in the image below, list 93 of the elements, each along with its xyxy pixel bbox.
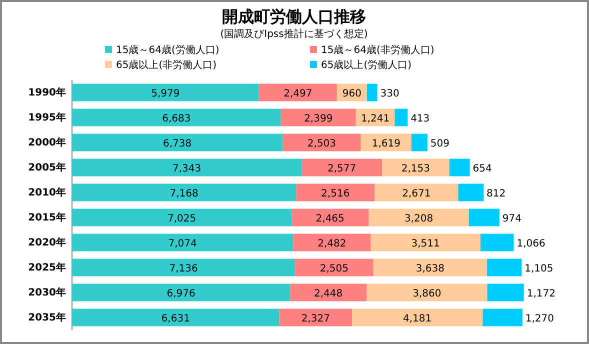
data-label: 2,503 <box>307 138 336 150</box>
bar <box>368 208 469 226</box>
bar <box>293 234 371 252</box>
data-label: 2,465 <box>316 214 344 224</box>
bar <box>302 158 382 176</box>
bar <box>290 284 367 302</box>
bar <box>72 234 294 252</box>
data-label: 509 <box>430 138 450 150</box>
data-label: 1,619 <box>372 138 400 150</box>
legend-label: 65歳以上(労働人口) <box>321 59 412 71</box>
bar <box>72 308 280 326</box>
data-label: 2,399 <box>304 114 333 124</box>
bar <box>482 308 522 326</box>
y-tick-label: 2020年 <box>28 236 66 249</box>
y-tick-label: 2015年 <box>28 212 66 224</box>
bar <box>292 208 369 226</box>
bar <box>366 284 488 302</box>
bar <box>487 258 522 276</box>
chart-subtitle: (国調及びIpss推計に基づく想定) <box>220 28 368 40</box>
data-label: 7,025 <box>167 214 196 224</box>
bar <box>370 234 480 252</box>
bar <box>282 134 361 152</box>
data-label: 1,066 <box>516 238 546 250</box>
y-tick-label: 1990年 <box>28 86 66 99</box>
bar <box>382 158 450 176</box>
bar <box>468 208 500 226</box>
data-label: 974 <box>502 214 522 224</box>
data-label: 2,327 <box>301 314 330 324</box>
data-label: 2,505 <box>320 264 349 274</box>
y-tick-label: 2035年 <box>28 312 66 324</box>
bar <box>296 184 375 202</box>
data-label: 960 <box>342 88 362 100</box>
data-label: 6,738 <box>162 138 192 150</box>
legend-label: 15歳～64歳(非労働人口) <box>321 44 434 56</box>
bar <box>258 84 337 102</box>
chart-title: 開成町労働人口推移 <box>222 7 366 26</box>
bar <box>280 108 356 126</box>
data-label: 2,497 <box>284 88 312 100</box>
data-label: 2,153 <box>401 164 430 174</box>
data-label: 6,683 <box>162 114 191 124</box>
data-label: 7,074 <box>168 238 197 250</box>
bar <box>72 84 259 102</box>
y-tick-label: 2000年 <box>28 136 66 149</box>
data-label: 654 <box>472 164 492 174</box>
data-label: 1,270 <box>525 314 554 324</box>
data-label: 3,860 <box>412 288 442 300</box>
data-label: 6,976 <box>166 288 196 300</box>
bar <box>72 184 296 202</box>
y-tick-label: 2010年 <box>28 186 66 199</box>
y-tick-label: 1995年 <box>28 112 66 124</box>
data-label: 1,105 <box>524 264 554 274</box>
data-label: 3,208 <box>404 214 434 224</box>
bar <box>480 234 514 252</box>
y-tick-label: 2025年 <box>28 262 66 274</box>
bar <box>411 134 428 152</box>
bar <box>374 184 458 202</box>
bar <box>72 108 281 126</box>
bar <box>458 184 484 202</box>
bar <box>373 258 488 276</box>
data-label: 5,979 <box>151 88 180 100</box>
legend-label: 65歳以上(非労働人口) <box>116 59 217 71</box>
bar <box>72 258 296 276</box>
data-label: 812 <box>486 188 506 200</box>
bar <box>279 308 352 326</box>
bar <box>352 308 483 326</box>
bar <box>366 84 378 102</box>
bar <box>394 108 408 126</box>
bar <box>72 284 290 302</box>
bar <box>449 158 470 176</box>
data-label: 2,516 <box>321 188 350 200</box>
data-label: 1,172 <box>526 288 556 300</box>
data-label: 3,511 <box>411 238 440 250</box>
data-label: 2,577 <box>327 164 356 174</box>
data-label: 330 <box>380 88 400 100</box>
bar <box>295 258 374 276</box>
data-label: 1,241 <box>360 114 390 124</box>
data-label: 2,671 <box>402 188 431 200</box>
data-label: 7,343 <box>172 164 202 174</box>
data-label: 4,181 <box>403 314 432 324</box>
data-label: 7,136 <box>169 264 198 274</box>
y-tick-label: 2005年 <box>28 162 66 174</box>
data-label: 6,631 <box>161 314 190 324</box>
bar <box>487 284 524 302</box>
bar <box>72 134 283 152</box>
data-label: 2,448 <box>314 288 343 300</box>
data-label: 3,638 <box>416 264 445 274</box>
bar <box>72 208 292 226</box>
y-tick-label: 2030年 <box>28 286 66 299</box>
data-label: 7,168 <box>170 188 198 200</box>
data-label: 2,482 <box>318 238 346 250</box>
bar <box>72 158 302 176</box>
data-label: 413 <box>410 114 430 124</box>
legend-label: 15歳～64歳(労働人口) <box>116 44 220 56</box>
